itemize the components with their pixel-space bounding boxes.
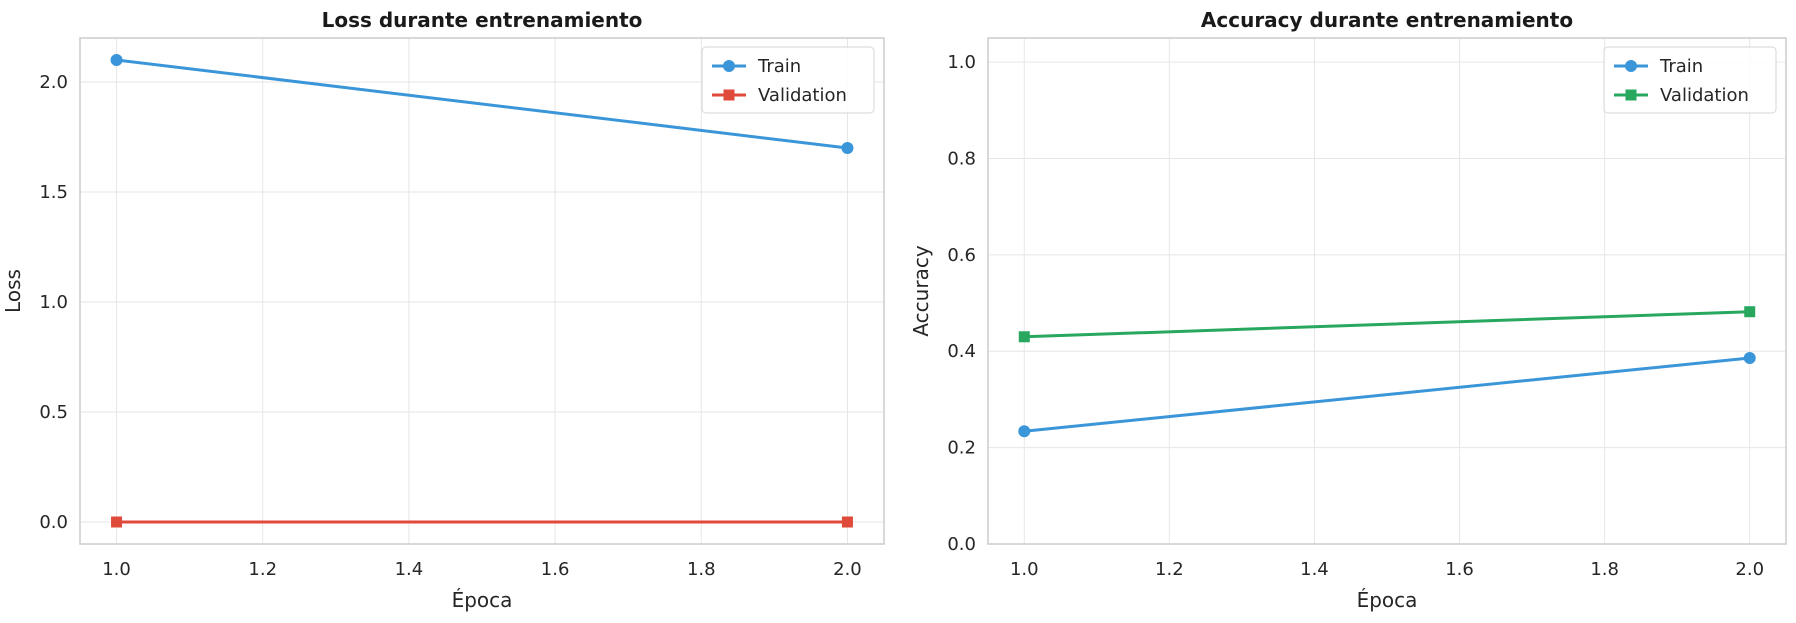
loss-x-tick-label: 1.6	[541, 559, 570, 580]
loss-legend-validation-swatch-marker	[723, 89, 735, 101]
accuracy-x-tick-label: 2.0	[1735, 559, 1764, 580]
accuracy-validation-line	[1022, 310, 1752, 339]
loss-legend-validation-label: Validation	[758, 85, 847, 106]
accuracy-x-tick-label: 1.8	[1590, 559, 1619, 580]
accuracy-y-tick-label: 0.0	[947, 534, 976, 555]
accuracy-y-tick-label: 0.8	[947, 148, 976, 169]
loss-x-tick-label: 1.4	[395, 559, 424, 580]
accuracy-legend-validation-swatch-marker	[1625, 89, 1637, 101]
accuracy-plot-frame	[987, 37, 1787, 545]
accuracy-y-axis-label: Accuracy	[909, 245, 933, 336]
loss-chart-title: Loss durante entrenamiento	[322, 8, 643, 32]
loss-plot-frame	[79, 37, 885, 545]
accuracy-grid	[988, 38, 1786, 545]
accuracy-x-tick-label: 1.0	[1010, 559, 1039, 580]
loss-train-point	[841, 142, 854, 154]
loss-y-tick-label: 1.0	[39, 292, 68, 313]
loss-x-tick-label: 1.2	[248, 559, 277, 580]
accuracy-series-train-group	[1018, 351, 1756, 438]
accuracy-x-tick-label: 1.4	[1300, 559, 1329, 580]
accuracy-x-tick-label: 1.6	[1445, 559, 1474, 580]
accuracy-validation-point	[1744, 306, 1756, 318]
accuracy-x-tick-label: 1.2	[1155, 559, 1184, 580]
accuracy-legend-train-swatch-marker	[1625, 60, 1637, 72]
loss-x-tick-label: 2.0	[833, 559, 862, 580]
loss-x-tick-label: 1.8	[687, 559, 716, 580]
loss-y-axis-label: Loss	[1, 269, 25, 313]
accuracy-chart-title: Accuracy durante entrenamiento	[1201, 8, 1573, 32]
accuracy-train-line	[1022, 356, 1752, 433]
accuracy-x-axis-label: Época	[1357, 588, 1418, 612]
loss-legend-train-label: Train	[757, 56, 801, 77]
accuracy-y-tick-label: 0.6	[947, 245, 976, 266]
loss-y-tick-label: 0.5	[39, 402, 68, 423]
accuracy-legend-validation-label: Validation	[1660, 85, 1749, 106]
accuracy-chart-panel: 1.0 1.2 1.4 1.6 1.8 2.0 0.0 0.2 0.4 0.6 0.8 1.0 Accu…	[909, 8, 1787, 612]
loss-legend: Train Validation	[701, 46, 875, 114]
accuracy-train-point	[1018, 425, 1031, 438]
accuracy-train-point	[1743, 351, 1756, 364]
loss-y-tick-label: 0.0	[39, 512, 68, 533]
loss-y-tick-label: 1.5	[39, 182, 68, 203]
loss-train-line	[115, 58, 849, 150]
accuracy-y-tick-label: 0.4	[947, 341, 976, 362]
accuracy-legend: Train Validation	[1603, 46, 1777, 114]
loss-y-tick-label: 2.0	[39, 72, 68, 93]
loss-series-train-group	[110, 54, 854, 154]
loss-grid	[80, 38, 884, 544]
accuracy-series-validation-group	[1018, 306, 1756, 343]
accuracy-y-tick-label: 1.0	[947, 52, 976, 73]
accuracy-validation-point	[1018, 331, 1030, 343]
loss-series-validation-group	[111, 516, 853, 528]
loss-validation-point	[111, 516, 123, 528]
accuracy-y-tick-label: 0.2	[947, 438, 976, 459]
accuracy-legend-train-label: Train	[1659, 56, 1703, 77]
loss-chart-panel: 1.0 1.2 1.4 1.6 1.8 2.0 0.0 0.5 1.0 1.5 2.0 Loss du…	[1, 8, 885, 612]
loss-legend-train-swatch-marker	[723, 60, 735, 72]
loss-train-point	[110, 54, 123, 66]
loss-x-axis-label: Época	[452, 588, 513, 612]
loss-validation-point	[841, 516, 853, 528]
loss-x-tick-label: 1.0	[102, 559, 131, 580]
